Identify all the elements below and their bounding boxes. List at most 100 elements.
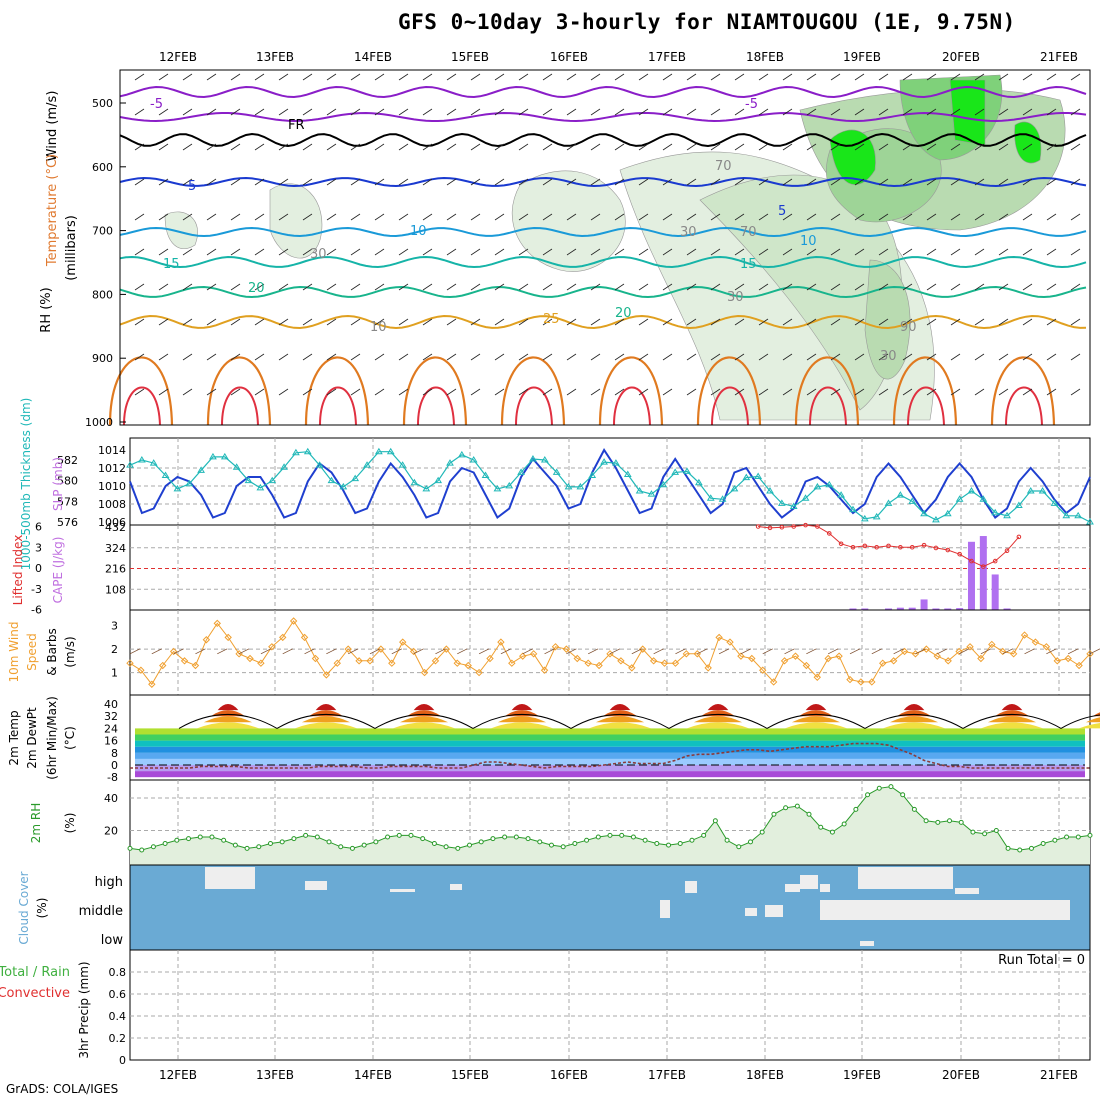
precip-tick: 0.8 xyxy=(109,966,127,979)
wind-barb xyxy=(206,178,217,186)
contour-label: 5 xyxy=(778,204,786,219)
wind-barb xyxy=(926,108,937,116)
wind-barb xyxy=(998,178,1009,186)
rh-point xyxy=(139,847,145,853)
rh-point xyxy=(1087,832,1093,838)
wind-barb xyxy=(278,73,289,81)
contour-fr xyxy=(119,132,1087,148)
wind-barb xyxy=(854,318,865,326)
thickness-point xyxy=(695,478,703,486)
rh-point xyxy=(221,837,227,843)
li-tick: 0 xyxy=(35,562,42,575)
wind-barb xyxy=(638,318,649,326)
cloud-level-label: high xyxy=(95,875,123,890)
wind-barb xyxy=(302,178,313,186)
temp-curve xyxy=(1060,714,1100,729)
lifted-index-point xyxy=(838,541,844,547)
contour-30-arch xyxy=(990,356,1056,426)
lifted-index-point xyxy=(1004,548,1010,554)
wind-speed-point xyxy=(202,636,211,644)
wind-barb xyxy=(446,178,457,186)
wind-speed-point xyxy=(889,657,898,665)
temp-max-hump xyxy=(707,704,729,711)
wind-barb xyxy=(974,353,985,361)
precip-tick: 0.6 xyxy=(109,988,127,1001)
wind-barb-10m xyxy=(697,648,708,655)
thickness-point xyxy=(1086,518,1094,525)
wind-barb xyxy=(518,73,529,81)
wind-barb xyxy=(182,248,193,256)
wind-barb xyxy=(974,178,985,186)
wind-barb xyxy=(1046,318,1057,326)
wind-barb xyxy=(158,213,169,221)
contour-label: 30 xyxy=(727,290,744,305)
wind-barb xyxy=(902,213,913,221)
rh-point xyxy=(584,837,590,843)
wind-barb xyxy=(902,318,913,326)
contour-35-arch xyxy=(221,386,259,426)
thickness-point xyxy=(398,461,407,468)
wind-barb xyxy=(782,178,793,186)
wind-barb xyxy=(326,108,337,116)
thickness-point xyxy=(706,494,715,501)
ylabel-wind10-c: & Barbs xyxy=(45,628,59,676)
wind-barb-10m xyxy=(1024,648,1035,655)
wind-speed-point xyxy=(551,643,560,651)
wind-speed-point xyxy=(289,617,298,625)
wind-barb xyxy=(1022,108,1033,116)
wind-barb-10m xyxy=(871,648,882,655)
wind-barb xyxy=(1070,318,1081,326)
wind-barb xyxy=(830,213,841,221)
wind-barb xyxy=(278,388,289,396)
slp-tick: 1012 xyxy=(98,462,126,475)
rh-area xyxy=(130,786,1090,865)
wind-barb xyxy=(134,108,145,116)
thickness-point xyxy=(446,459,454,466)
contour-25 xyxy=(119,314,1087,330)
wind-barb xyxy=(998,213,1009,221)
wind-barb xyxy=(902,388,913,396)
temp-tick: 40 xyxy=(104,698,118,711)
wind-barb xyxy=(518,248,529,256)
thickness-point xyxy=(434,476,443,484)
top-date-label: 16FEB xyxy=(550,50,588,64)
wind-barb xyxy=(398,248,409,256)
bottom-date-label: 13FEB xyxy=(256,1068,294,1082)
wind-barb xyxy=(350,143,361,151)
thickness-point xyxy=(647,490,656,497)
wind-barb xyxy=(710,318,721,326)
wind-barb xyxy=(326,353,337,361)
wind-barb xyxy=(734,353,745,361)
wind-barb xyxy=(950,213,961,221)
wind-barb xyxy=(566,213,577,221)
wind-speed-point xyxy=(879,659,887,667)
thickness-point xyxy=(197,466,205,473)
wind-speed-point xyxy=(322,671,331,679)
wind-barb xyxy=(422,73,433,81)
contour-label: -5 xyxy=(150,97,163,112)
wind-tick: 2 xyxy=(111,643,118,656)
wind-barb xyxy=(806,213,817,221)
panel-labels: Wind (m/s)Temperature (°C) RH (%) (milliba… xyxy=(0,91,91,1059)
top-date-label: 15FEB xyxy=(451,50,489,64)
thickness-point xyxy=(351,474,360,482)
contour-label: 10 xyxy=(800,234,817,249)
wind-speed-point xyxy=(704,664,712,672)
rh-shading xyxy=(164,211,198,250)
contour-30-arch xyxy=(696,356,762,426)
wind-barb-10m xyxy=(1089,648,1100,655)
temp-curve xyxy=(276,714,376,729)
wind-speed-point xyxy=(977,654,985,663)
wind-speed-point xyxy=(595,661,603,670)
wind-barb xyxy=(278,143,289,151)
temp-max-hump xyxy=(693,716,743,723)
wind-barb xyxy=(518,178,529,186)
wind-barb xyxy=(278,248,289,256)
wind-barb xyxy=(830,73,841,81)
wind-barb xyxy=(374,213,385,221)
wind-speed-point xyxy=(399,638,407,646)
wind-barb xyxy=(926,318,937,326)
thickness-point xyxy=(386,447,395,455)
thickness-point xyxy=(137,456,146,463)
cloud-patch xyxy=(660,900,670,918)
